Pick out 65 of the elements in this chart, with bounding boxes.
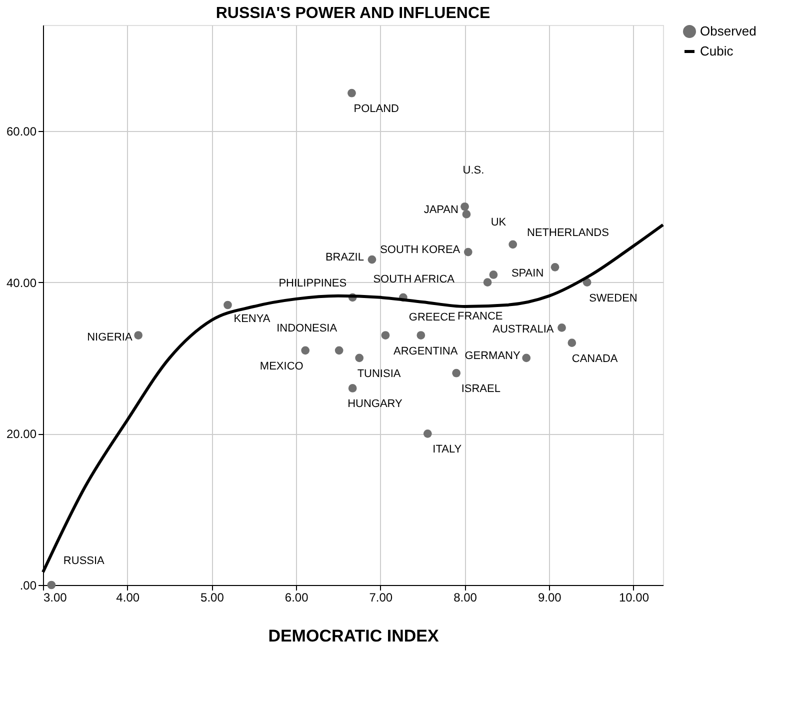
annotation: HUNGARY <box>348 398 404 410</box>
point <box>423 429 432 438</box>
point <box>348 88 356 98</box>
point <box>550 262 560 272</box>
annotation: UK <box>490 216 507 228</box>
annotation: CANADA <box>572 352 618 365</box>
annotation: SPAIN <box>511 268 544 280</box>
annotation: GREECE <box>408 311 456 324</box>
annotation: POLAND <box>354 103 400 116</box>
annotation: AUSTRALIA <box>492 324 554 336</box>
chart-title: RUSSIA'S POWER AND INFLUENCE <box>216 5 490 22</box>
annotation: ARGENTINA <box>393 345 458 358</box>
annotation: SOUTH KOREA <box>380 244 461 256</box>
point <box>224 300 232 310</box>
point <box>134 331 143 340</box>
point <box>348 384 357 392</box>
point <box>508 240 518 249</box>
y-tick-label: 40.00 <box>6 276 37 290</box>
annotation: PHILIPPINES <box>278 277 347 290</box>
point <box>355 354 364 362</box>
point <box>464 248 472 256</box>
annotation: JAPAN <box>424 204 459 216</box>
annotation: MEXICO <box>260 360 304 372</box>
annotation: SWEDEN <box>589 292 638 304</box>
point <box>522 354 531 362</box>
y-tick-label: 60.00 <box>6 124 37 138</box>
point <box>558 324 566 332</box>
y-tick-label: .00 <box>20 578 37 592</box>
x-tick-label: 9.00 <box>538 590 562 604</box>
point <box>381 331 390 340</box>
annotation: GERMANY <box>464 350 522 362</box>
x-tick-label: 10.00 <box>618 590 650 604</box>
point <box>47 580 56 590</box>
point <box>483 278 492 286</box>
point <box>334 346 344 355</box>
point <box>462 210 471 218</box>
annotation: NIGERIA <box>87 331 133 344</box>
x-tick-label: 8.00 <box>454 590 478 604</box>
point <box>489 270 498 279</box>
x-tick-label: 5.00 <box>200 590 224 604</box>
point <box>452 368 461 378</box>
legend-label: Observed <box>700 24 756 38</box>
y-tick-label: 20.00 <box>6 427 37 442</box>
annotation: ITALY <box>432 444 462 456</box>
annotation: SOUTH AFRICA <box>373 273 456 286</box>
x-tick-label: 6.00 <box>284 590 309 604</box>
annotation: U.S. <box>462 164 484 177</box>
annotation: ISRAEL <box>461 383 500 396</box>
x-tick-label: 3.00 <box>44 590 68 604</box>
annotation: KENYA <box>234 313 271 325</box>
annotation: INDONESIA <box>276 322 338 334</box>
legend-label: Cubic <box>700 44 734 58</box>
annotation: RUSSIA <box>63 555 106 567</box>
point <box>416 331 426 340</box>
annotation: TUNISIA <box>357 368 402 380</box>
annotation: BRAZIL <box>325 252 364 264</box>
x-axis-title: DEMOCRATIC INDEX <box>268 626 440 646</box>
annotation: NETHERLANDS <box>527 227 609 240</box>
annotation: FRANCE <box>458 310 503 322</box>
x-tick-label: 7.00 <box>369 590 393 604</box>
point <box>460 202 469 211</box>
point <box>368 255 376 264</box>
point <box>568 338 576 348</box>
x-tick-label: 4.00 <box>116 590 140 604</box>
point <box>301 346 310 355</box>
